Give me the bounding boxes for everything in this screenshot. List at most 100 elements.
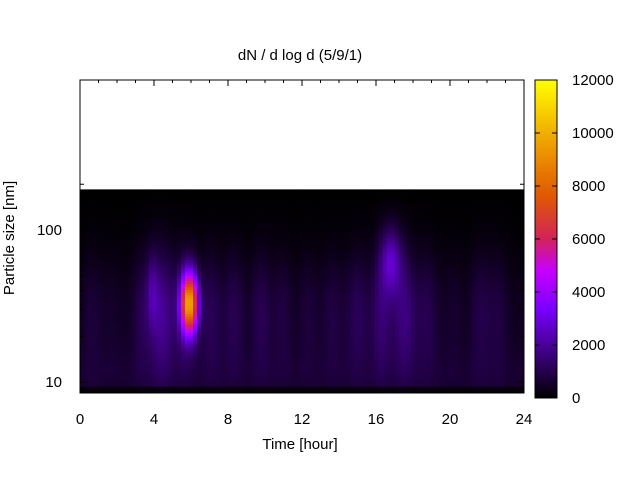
heatmap-cell [342, 270, 347, 274]
heatmap-cell [152, 383, 158, 387]
heatmap-cell [156, 310, 162, 315]
heatmap-cell [293, 375, 299, 379]
heatmap-cell [310, 192, 315, 196]
heatmap-cell [116, 262, 121, 266]
heatmap-cell [205, 229, 210, 234]
heatmap-cell [168, 237, 174, 242]
heatmap-cell [302, 227, 307, 231]
heatmap-cell [205, 378, 210, 382]
heatmap-cell [261, 202, 267, 207]
heatmap-cell [237, 308, 243, 312]
heatmap-cell [281, 291, 287, 296]
heatmap-cell [253, 386, 259, 390]
heatmap-cell [112, 240, 117, 244]
heatmap-cell [261, 391, 267, 393]
heatmap-cell [176, 321, 182, 325]
heatmap-cell [197, 337, 202, 341]
heatmap-cell [342, 321, 347, 325]
heatmap-cell [164, 205, 170, 209]
heatmap-cell [306, 286, 311, 290]
heatmap-cell [249, 324, 255, 328]
heatmap-cell [318, 281, 323, 285]
heatmap-cell [334, 364, 339, 368]
heatmap-cell [229, 286, 234, 290]
heatmap-cell [245, 219, 251, 223]
heatmap-cell [128, 316, 134, 320]
heatmap-cell [285, 316, 291, 320]
heatmap-cell [310, 388, 315, 393]
heatmap-cell [281, 305, 287, 309]
heatmap-cell [140, 291, 146, 296]
heatmap-cell [140, 289, 146, 293]
heatmap-cell [310, 286, 315, 290]
heatmap-cell [330, 202, 335, 207]
heatmap-cell [318, 259, 323, 263]
heatmap-cell [229, 343, 234, 347]
heatmap-cell [184, 289, 190, 293]
heatmap-cell [277, 229, 283, 234]
heatmap-cell [257, 351, 263, 355]
heatmap-cell [176, 343, 182, 347]
heatmap-cell [326, 388, 331, 393]
heatmap-cell [209, 372, 214, 377]
heatmap-cell [88, 240, 93, 244]
heatmap-cell [201, 356, 206, 360]
heatmap-cell [237, 213, 243, 217]
heatmap-cell [96, 343, 101, 347]
heatmap-cell [132, 224, 138, 228]
heatmap-cell [281, 386, 287, 390]
heatmap-cell [302, 291, 307, 296]
heatmap-cell [160, 259, 166, 263]
heatmap-cell [245, 216, 251, 220]
heatmap-cell [306, 208, 311, 212]
heatmap-cell [221, 386, 226, 390]
heatmap-cell [338, 202, 343, 207]
heatmap-cell [188, 272, 194, 277]
heatmap-cell [306, 262, 311, 266]
heatmap-cell [96, 243, 101, 247]
heatmap-cell [128, 283, 134, 288]
heatmap-cell [132, 302, 138, 306]
heatmap-cell [197, 216, 202, 220]
heatmap-cell [172, 378, 178, 382]
heatmap-cell [289, 197, 295, 201]
heatmap-cell [172, 332, 178, 336]
heatmap-cell [281, 254, 287, 258]
heatmap-cell [92, 270, 97, 274]
heatmap-cell [164, 388, 170, 393]
heatmap-cell [96, 283, 101, 288]
heatmap-cell [330, 348, 335, 352]
heatmap-cell [221, 310, 226, 315]
heatmap-cell [180, 267, 186, 271]
heatmap-cell [233, 208, 239, 212]
heatmap-cell [326, 210, 331, 215]
heatmap-cell [322, 240, 327, 244]
heatmap-cell [273, 189, 279, 193]
heatmap-cell [289, 283, 295, 288]
heatmap-cell [172, 205, 178, 209]
heatmap-cell [140, 221, 146, 226]
heatmap-cell [172, 359, 178, 363]
heatmap-cell [152, 297, 158, 301]
heatmap-cell [120, 289, 125, 293]
heatmap-cell [140, 375, 146, 379]
heatmap-cell [140, 329, 146, 333]
heatmap-cell [168, 340, 174, 344]
heatmap-cell [132, 351, 138, 355]
heatmap-cell [338, 361, 343, 366]
heatmap-cell [193, 332, 198, 336]
heatmap-cell [221, 246, 226, 250]
heatmap-cell [285, 370, 291, 374]
heatmap-cell [100, 192, 105, 196]
heatmap-cell [221, 224, 226, 228]
heatmap-cell [277, 189, 283, 193]
heatmap-cell [310, 364, 315, 368]
heatmap-cell [205, 334, 210, 339]
heatmap-cell [241, 291, 247, 296]
heatmap-cell [112, 324, 117, 328]
heatmap-cell [289, 313, 295, 317]
heatmap-cell [285, 340, 291, 344]
heatmap-cell [209, 361, 214, 366]
heatmap-cell [277, 192, 283, 196]
heatmap-cell [281, 321, 287, 325]
